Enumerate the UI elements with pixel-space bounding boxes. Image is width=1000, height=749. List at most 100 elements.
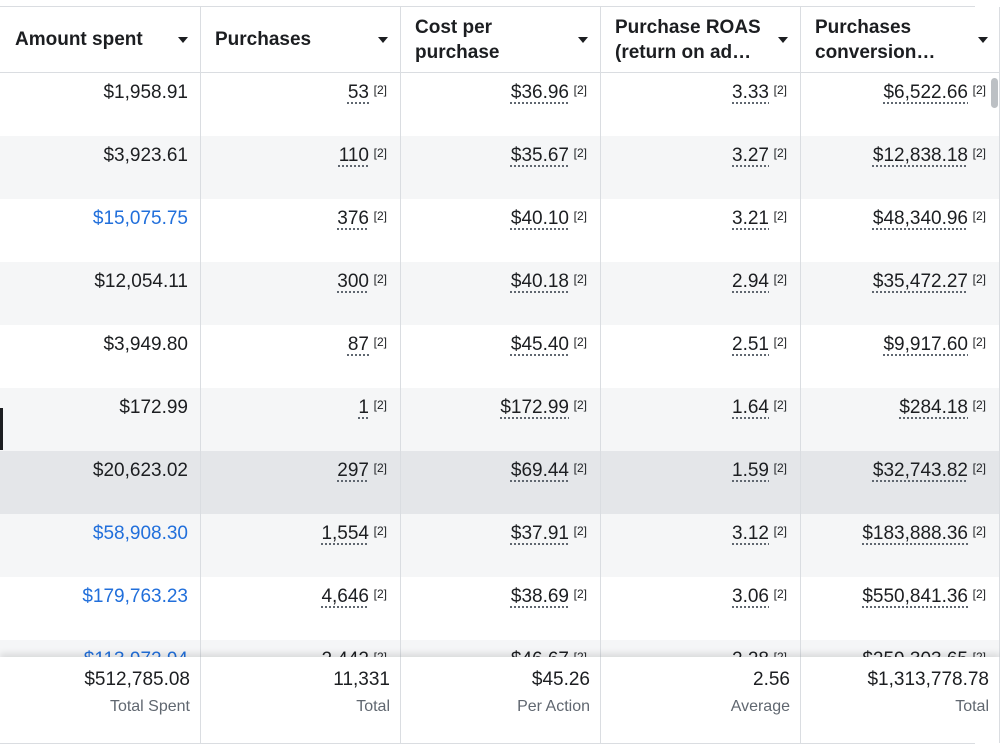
sort-dropdown-caret-icon[interactable]	[178, 37, 188, 43]
table-row[interactable]: $1,958.91 53 [2] $36.96 [2] 3.33 [2] $6,522.66 […	[0, 73, 1000, 136]
attribution-reference-marker[interactable]: [2]	[373, 335, 387, 349]
purchases-value[interactable]: 53	[347, 82, 369, 103]
cost-per-purchase-value[interactable]: $172.99	[500, 397, 569, 418]
attribution-reference-marker[interactable]: [2]	[573, 83, 587, 97]
purchases-value[interactable]: 1,554	[321, 523, 369, 544]
purchase-roas-value[interactable]: 3.27	[732, 145, 769, 166]
purchases-value[interactable]: 4,646	[321, 586, 369, 607]
amount-spent-value[interactable]: $179,763.23	[82, 586, 188, 607]
attribution-reference-marker[interactable]: [2]	[573, 524, 587, 538]
amount-spent-value[interactable]: $113,972.94	[84, 649, 188, 657]
purchases-value[interactable]: 110	[338, 145, 369, 166]
sort-dropdown-caret-icon[interactable]	[978, 37, 988, 43]
vertical-scrollbar[interactable]	[991, 78, 998, 108]
table-body[interactable]: $1,958.91 53 [2] $36.96 [2] 3.33 [2] $6,522.66 […	[0, 73, 1000, 657]
attribution-reference-marker[interactable]: [2]	[573, 146, 587, 160]
attribution-reference-marker[interactable]: [2]	[373, 209, 387, 223]
cost-per-purchase-value[interactable]: $37.91	[510, 523, 569, 544]
attribution-reference-marker[interactable]: [2]	[972, 146, 986, 160]
purchases-value[interactable]: 297	[337, 460, 369, 481]
purchases-conversion-value-value[interactable]: $259,303.65	[862, 649, 968, 657]
purchases-value[interactable]: 376	[337, 208, 369, 229]
table-row[interactable]: $3,949.80 87 [2] $45.40 [2] 2.51 [2] $9,917.60 […	[0, 325, 1000, 388]
attribution-reference-marker[interactable]: [2]	[773, 209, 787, 223]
attribution-reference-marker[interactable]: [2]	[773, 83, 787, 97]
purchase-roas-value[interactable]: 3.06	[732, 586, 769, 607]
purchases-value[interactable]: 1	[358, 397, 369, 418]
purchases-value[interactable]: 300	[337, 271, 369, 292]
table-row[interactable]: $172.99 1 [2] $172.99 [2] 1.64 [2] $284.18 [2]	[0, 388, 1000, 451]
column-header-amount-spent[interactable]: Amount spent	[0, 7, 201, 72]
attribution-reference-marker[interactable]: [2]	[573, 461, 587, 475]
attribution-reference-marker[interactable]: [2]	[573, 335, 587, 349]
purchase-roas-value[interactable]: 1.64	[732, 397, 769, 418]
attribution-reference-marker[interactable]: [2]	[972, 398, 986, 412]
sort-dropdown-caret-icon[interactable]	[378, 37, 388, 43]
attribution-reference-marker[interactable]: [2]	[972, 272, 986, 286]
purchase-roas-value[interactable]: 3.21	[732, 208, 769, 229]
purchase-roas-value[interactable]: 2.94	[732, 271, 769, 292]
table-row[interactable]: $15,075.75 376 [2] $40.10 [2] 3.21 [2] $48,340.…	[0, 199, 1000, 262]
purchases-conversion-value-value[interactable]: $9,917.60	[883, 334, 968, 355]
purchases-conversion-value-value[interactable]: $6,522.66	[883, 82, 968, 103]
attribution-reference-marker[interactable]: [2]	[773, 146, 787, 160]
attribution-reference-marker[interactable]: [2]	[773, 272, 787, 286]
attribution-reference-marker[interactable]: [2]	[773, 398, 787, 412]
attribution-reference-marker[interactable]: [2]	[373, 83, 387, 97]
column-header-purchase-roas[interactable]: Purchase ROAS (return on ad…	[600, 7, 801, 72]
purchases-conversion-value-value[interactable]: $32,743.82	[872, 460, 968, 481]
attribution-reference-marker[interactable]: [2]	[373, 146, 387, 160]
attribution-reference-marker[interactable]: [2]	[773, 335, 787, 349]
attribution-reference-marker[interactable]: [2]	[972, 524, 986, 538]
attribution-reference-marker[interactable]: [2]	[972, 209, 986, 223]
column-header-purchases[interactable]: Purchases	[200, 7, 401, 72]
attribution-reference-marker[interactable]: [2]	[573, 587, 587, 601]
cost-per-purchase-value[interactable]: $40.18	[510, 271, 569, 292]
attribution-reference-marker[interactable]: [2]	[773, 461, 787, 475]
cost-per-purchase-value[interactable]: $35.67	[510, 145, 569, 166]
purchase-roas-value[interactable]: 2.51	[732, 334, 769, 355]
cost-per-purchase-value[interactable]: $36.96	[510, 82, 569, 103]
table-row[interactable]: $113,972.942,442[2]$46.67[2]2.28[2]$259,…	[0, 640, 1000, 657]
attribution-reference-marker[interactable]: [2]	[773, 524, 787, 538]
attribution-reference-marker[interactable]: [2]	[972, 335, 986, 349]
attribution-reference-marker[interactable]: [2]	[972, 650, 986, 657]
table-row[interactable]: $12,054.11 300 [2] $40.18 [2] 2.94 [2] $35,472.…	[0, 262, 1000, 325]
cost-per-purchase-value[interactable]: $46.67	[511, 649, 569, 657]
purchases-value[interactable]: 2,442	[321, 649, 369, 657]
purchase-roas-value[interactable]: 3.33	[732, 82, 769, 103]
attribution-reference-marker[interactable]: [2]	[573, 209, 587, 223]
table-row[interactable]: $20,623.02 297 [2] $69.44 [2] 1.59 [2] $32,743.…	[0, 451, 1000, 514]
attribution-reference-marker[interactable]: [2]	[373, 587, 387, 601]
cost-per-purchase-value[interactable]: $40.10	[510, 208, 569, 229]
purchase-roas-value[interactable]: 3.12	[732, 523, 769, 544]
table-row[interactable]: $58,908.30 1,554 [2] $37.91 [2] 3.12 [2] $183,8…	[0, 514, 1000, 577]
cost-per-purchase-value[interactable]: $45.40	[510, 334, 569, 355]
table-row[interactable]: $3,923.61 110 [2] $35.67 [2] 3.27 [2] $12,838.1…	[0, 136, 1000, 199]
attribution-reference-marker[interactable]: [2]	[573, 650, 587, 657]
attribution-reference-marker[interactable]: [2]	[773, 650, 787, 657]
purchases-conversion-value-value[interactable]: $183,888.36	[862, 523, 968, 544]
attribution-reference-marker[interactable]: [2]	[373, 461, 387, 475]
cost-per-purchase-value[interactable]: $69.44	[510, 460, 569, 481]
attribution-reference-marker[interactable]: [2]	[972, 83, 986, 97]
attribution-reference-marker[interactable]: [2]	[972, 461, 986, 475]
purchases-conversion-value-value[interactable]: $550,841.36	[862, 586, 968, 607]
attribution-reference-marker[interactable]: [2]	[972, 587, 986, 601]
attribution-reference-marker[interactable]: [2]	[773, 587, 787, 601]
attribution-reference-marker[interactable]: [2]	[573, 398, 587, 412]
purchase-roas-value[interactable]: 1.59	[732, 460, 769, 481]
amount-spent-value[interactable]: $15,075.75	[92, 208, 188, 229]
cost-per-purchase-value[interactable]: $38.69	[510, 586, 569, 607]
purchases-conversion-value-value[interactable]: $35,472.27	[872, 271, 968, 292]
purchases-conversion-value-value[interactable]: $48,340.96	[872, 208, 968, 229]
attribution-reference-marker[interactable]: [2]	[373, 650, 387, 657]
attribution-reference-marker[interactable]: [2]	[373, 524, 387, 538]
column-header-cost-per-purchase[interactable]: Cost per purchase	[400, 7, 601, 72]
table-row[interactable]: $179,763.23 4,646 [2] $38.69 [2] 3.06 [2] $550,…	[0, 577, 1000, 640]
purchases-conversion-value-value[interactable]: $12,838.18	[872, 145, 968, 166]
purchases-value[interactable]: 87	[347, 334, 369, 355]
attribution-reference-marker[interactable]: [2]	[373, 398, 387, 412]
attribution-reference-marker[interactable]: [2]	[573, 272, 587, 286]
amount-spent-value[interactable]: $58,908.30	[92, 523, 188, 544]
